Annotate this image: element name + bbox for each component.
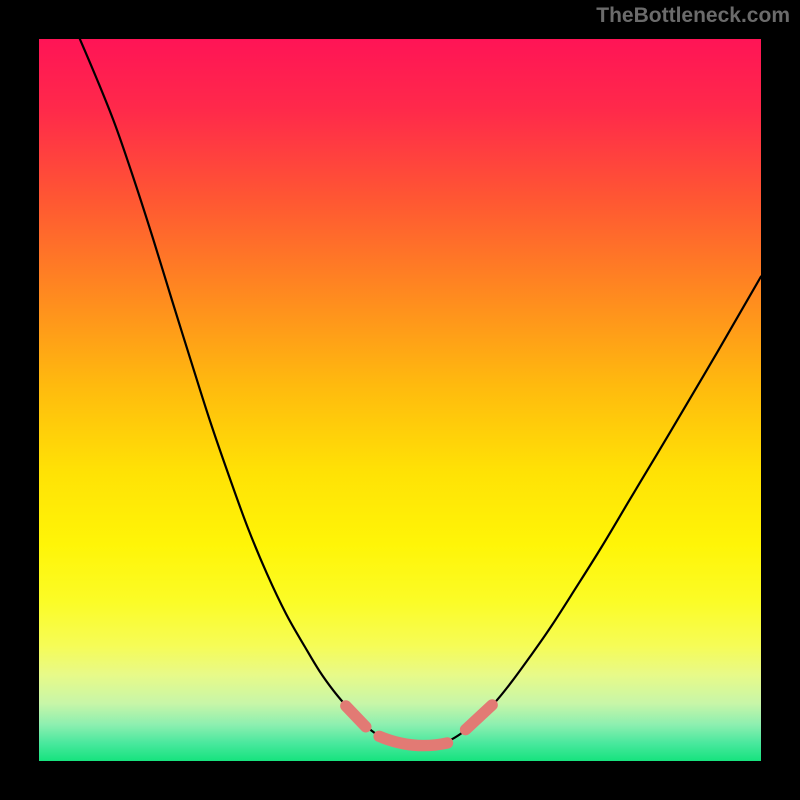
bottleneck-curve-chart bbox=[20, 20, 780, 780]
chart-background bbox=[39, 39, 761, 761]
chart-container bbox=[20, 20, 780, 780]
watermark-text: TheBottleneck.com bbox=[596, 4, 790, 28]
